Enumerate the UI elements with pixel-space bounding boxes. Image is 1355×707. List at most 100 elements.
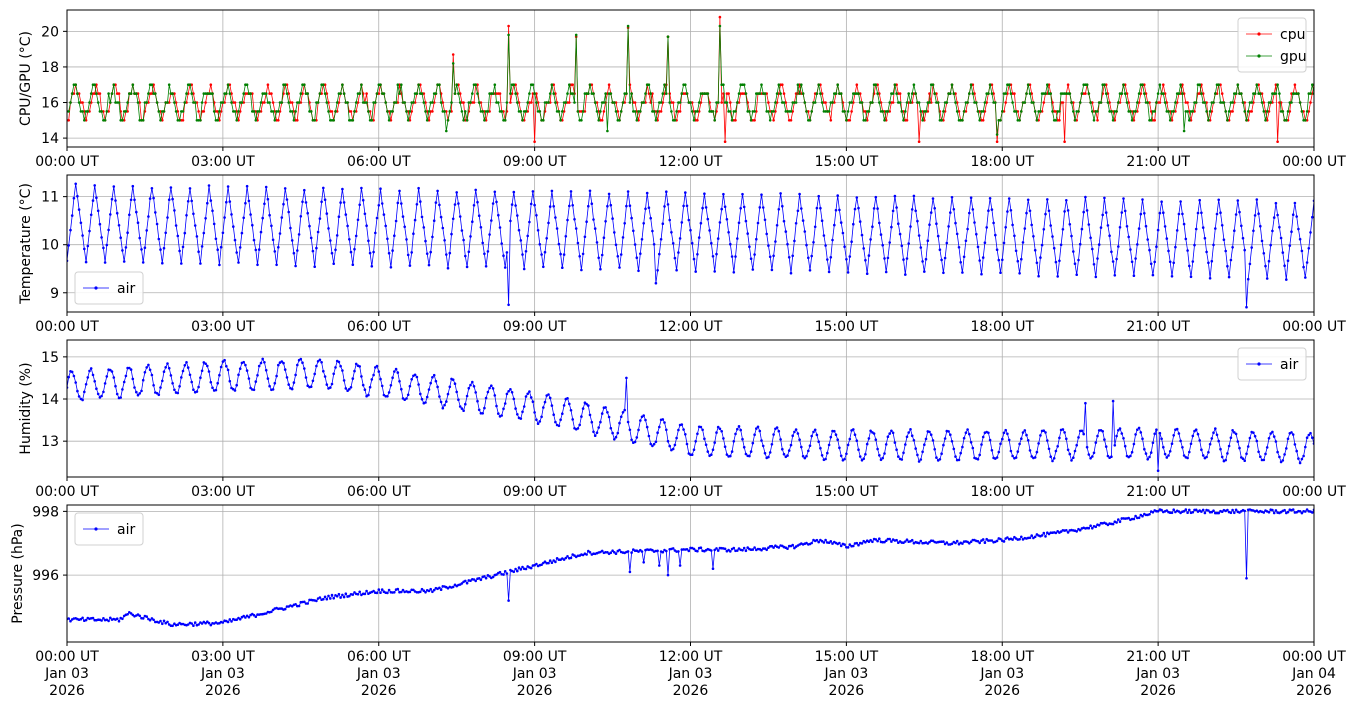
data-point	[329, 597, 332, 600]
data-point	[931, 439, 935, 442]
data-point	[505, 101, 509, 104]
data-point	[472, 101, 476, 104]
data-point	[517, 228, 521, 232]
data-point	[933, 448, 936, 451]
data-point	[413, 218, 417, 222]
data-point	[1224, 458, 1227, 462]
data-point	[318, 596, 322, 599]
data-point	[1066, 531, 1070, 534]
data-point	[555, 557, 559, 560]
data-point	[978, 541, 981, 545]
data-point	[955, 539, 959, 543]
x-tick-label: 18:00 UT	[970, 319, 1034, 335]
data-point	[427, 110, 431, 113]
data-point	[462, 238, 465, 242]
data-point	[921, 260, 924, 263]
data-point	[555, 110, 559, 113]
data-point	[89, 213, 93, 217]
data-point	[1044, 431, 1047, 434]
data-point	[306, 602, 310, 605]
x-tick-label: 06:00 UT	[347, 484, 411, 500]
data-point	[725, 101, 729, 104]
data-point	[290, 101, 294, 104]
data-point	[1269, 432, 1272, 435]
data-point	[176, 119, 180, 122]
data-point	[677, 550, 680, 553]
series-air	[67, 182, 1314, 309]
data-point	[341, 83, 344, 86]
data-point	[1125, 225, 1129, 228]
data-point	[692, 119, 696, 122]
data-point	[822, 234, 826, 237]
data-point	[131, 83, 135, 86]
data-point	[242, 92, 245, 95]
data-point	[157, 237, 161, 241]
data-point	[1227, 444, 1231, 448]
data-point	[1137, 92, 1141, 95]
data-point	[581, 252, 585, 256]
data-point	[860, 101, 864, 104]
data-point	[694, 440, 697, 443]
data-point	[853, 92, 857, 95]
data-point	[1094, 275, 1098, 279]
data-point	[233, 238, 237, 242]
x-tick-label: 15:00 UT	[815, 649, 879, 665]
x-tick-label: 18:00 UT	[970, 154, 1034, 170]
data-point	[311, 119, 315, 122]
data-point	[782, 219, 786, 223]
data-point	[654, 281, 658, 285]
data-point	[789, 443, 793, 447]
data-point	[654, 119, 658, 122]
data-point	[429, 381, 433, 385]
data-point	[1293, 201, 1297, 205]
data-point	[521, 119, 524, 122]
data-point	[315, 364, 318, 368]
data-point	[1188, 264, 1191, 268]
data-point	[230, 101, 233, 104]
data-point	[488, 575, 491, 578]
data-point	[1134, 110, 1137, 113]
data-point	[483, 119, 486, 122]
data-point	[741, 549, 744, 552]
data-point	[83, 247, 86, 251]
data-point	[1099, 226, 1103, 229]
data-point	[983, 241, 987, 244]
data-point	[448, 251, 452, 255]
data-point	[296, 101, 299, 104]
data-point	[779, 92, 782, 95]
data-point	[1065, 529, 1068, 532]
data-point	[462, 119, 465, 122]
data-point	[384, 224, 388, 228]
data-point	[744, 92, 748, 95]
data-point	[604, 92, 607, 95]
legend-label: cpu	[1280, 27, 1305, 43]
data-point	[1021, 241, 1025, 244]
data-point	[1148, 101, 1151, 104]
data-point	[135, 390, 138, 394]
data-point	[1184, 110, 1188, 113]
x-tick-label: 06:00 UT	[347, 319, 411, 335]
data-point	[734, 255, 737, 258]
data-point	[1039, 110, 1042, 113]
data-point	[611, 549, 614, 552]
data-point	[914, 447, 917, 450]
data-point	[777, 83, 781, 86]
x-tick-label: 03:00 UT	[191, 319, 255, 335]
data-point	[509, 388, 512, 391]
data-point	[400, 83, 403, 86]
data-point	[651, 444, 654, 448]
data-point	[807, 110, 810, 113]
data-point	[864, 119, 867, 122]
data-point	[221, 231, 225, 235]
data-point	[1179, 200, 1182, 203]
x-tick-label: 03:00 UT	[191, 484, 255, 500]
data-point	[219, 245, 223, 249]
data-point	[1137, 516, 1141, 520]
data-point	[474, 188, 478, 192]
data-point	[787, 255, 791, 259]
data-point	[69, 619, 72, 623]
legend-marker	[94, 286, 98, 290]
data-point	[455, 83, 459, 86]
data-point	[129, 368, 133, 371]
data-point	[339, 92, 342, 95]
